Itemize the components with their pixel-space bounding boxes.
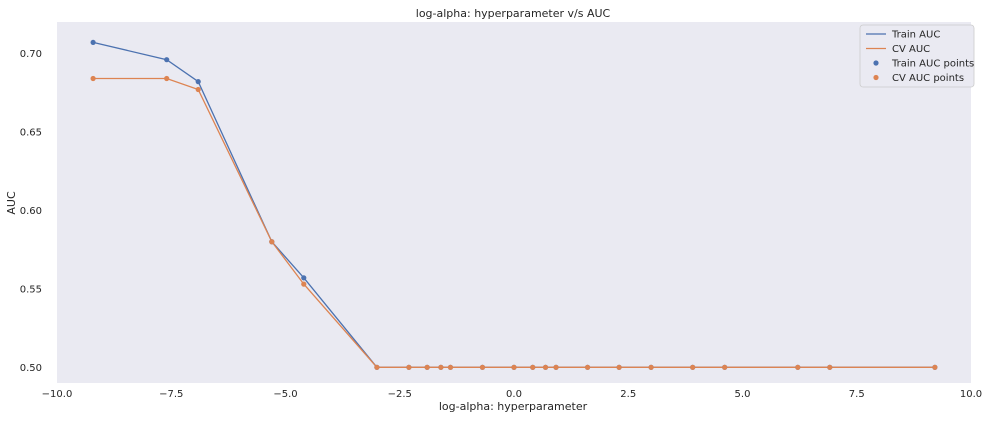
cv-auc-point xyxy=(164,75,170,82)
cv-auc-point xyxy=(530,364,536,370)
legend-label: CV AUC xyxy=(892,44,930,55)
cv-auc-point xyxy=(827,364,833,370)
cv-auc-point xyxy=(195,86,201,93)
cv-auc-point xyxy=(424,364,430,370)
y-axis-ticks: 0.50 0.55 0.60 0.65 0.70 xyxy=(20,49,42,374)
x-tick-label: −2.5 xyxy=(388,389,412,400)
cv-auc-point xyxy=(542,364,549,370)
y-tick-label: 0.65 xyxy=(20,127,42,138)
legend-label: Train AUC points xyxy=(891,59,974,70)
cv-auc-point xyxy=(722,364,728,370)
cv-auc-point xyxy=(584,364,591,370)
cv-auc-point xyxy=(511,364,517,370)
x-tick-label: 7.5 xyxy=(849,389,865,400)
train-auc-point xyxy=(164,57,170,63)
cv-auc-point xyxy=(374,364,380,370)
cv-auc-point xyxy=(479,364,486,370)
legend-label: CV AUC points xyxy=(892,73,964,84)
cv-auc-point xyxy=(301,281,307,287)
y-tick-label: 0.70 xyxy=(20,49,42,60)
cv-auc-point xyxy=(690,364,696,370)
plot-area xyxy=(57,22,971,383)
x-tick-label: −5.0 xyxy=(273,389,297,400)
legend-label: Train AUC xyxy=(891,30,940,41)
cv-auc-point xyxy=(90,75,96,82)
legend-point-swatch xyxy=(873,60,879,66)
y-tick-label: 0.50 xyxy=(20,363,42,374)
y-tick-label: 0.55 xyxy=(20,284,42,295)
legend-frame xyxy=(859,24,975,88)
cv-auc-point xyxy=(269,239,275,245)
x-tick-label: 2.5 xyxy=(620,389,636,400)
x-tick-label: 10.0 xyxy=(960,389,982,400)
legend-point-swatch xyxy=(873,74,879,81)
train-auc-point xyxy=(90,39,96,46)
cv-auc-point xyxy=(447,364,454,370)
x-axis-label: log-alpha: hyperparameter xyxy=(439,400,588,413)
series-layer xyxy=(90,39,938,370)
y-tick-label: 0.60 xyxy=(20,206,42,217)
x-axis-ticks: −10.0 −7.5 −5.0 −2.5 0.0 2.5 5.0 7.5 10.0 xyxy=(42,389,982,400)
x-tick-label: 0.0 xyxy=(506,389,522,400)
x-tick-label: −7.5 xyxy=(159,389,183,400)
chart-title: log-alpha: hyperparameter v/s AUC xyxy=(416,7,611,20)
cv-auc-point xyxy=(795,364,801,370)
cv-auc-point xyxy=(616,364,622,370)
x-tick-label: −10.0 xyxy=(42,389,73,400)
cv-auc-point xyxy=(406,364,412,370)
cv-auc-point xyxy=(648,364,654,370)
y-axis-label: AUC xyxy=(5,191,18,215)
train-auc-point xyxy=(195,79,201,85)
x-tick-label: 5.0 xyxy=(735,389,751,400)
cv-auc-point xyxy=(553,364,559,370)
cv-auc-point xyxy=(932,364,938,370)
legend: Train AUC CV AUC Train AUC points CV AUC po… xyxy=(859,24,975,88)
cv-auc-point xyxy=(438,364,444,370)
train-auc-point xyxy=(301,275,307,281)
